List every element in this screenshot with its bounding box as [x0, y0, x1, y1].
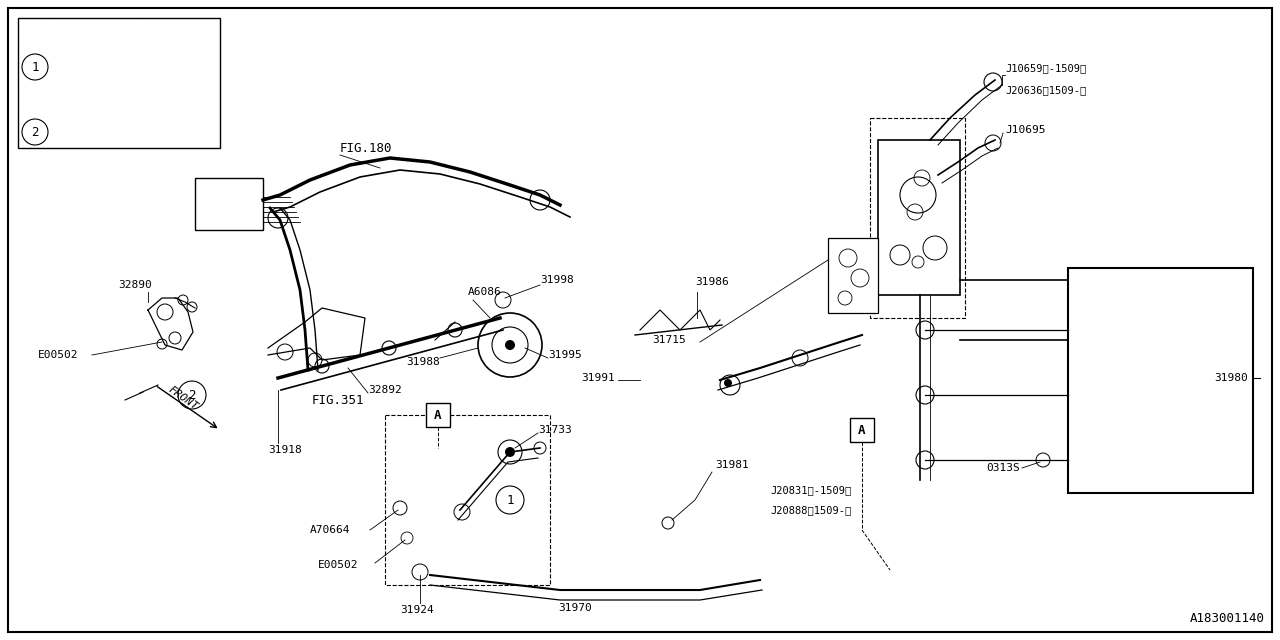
- Text: A6086: A6086: [468, 287, 502, 297]
- Text: 32892: 32892: [369, 385, 402, 395]
- Text: A: A: [434, 408, 442, 422]
- Text: 31986: 31986: [695, 277, 728, 287]
- Text: J20831〈-1509〉: J20831〈-1509〉: [771, 485, 851, 495]
- Text: 31918: 31918: [268, 445, 302, 455]
- Bar: [18, 18, 220, 148]
- Bar: [426, 403, 451, 427]
- Text: 31924: 31924: [401, 605, 434, 615]
- Text: 1: 1: [31, 61, 38, 74]
- Bar: [385, 415, 550, 585]
- Text: J20888〈1509-〉: J20888〈1509-〉: [771, 505, 851, 515]
- Circle shape: [724, 379, 732, 387]
- Text: 31715: 31715: [652, 335, 686, 345]
- Text: 31998: 31998: [540, 275, 573, 285]
- Text: (1509-): (1509-): [155, 62, 202, 72]
- Text: A183001140: A183001140: [1190, 612, 1265, 625]
- Text: 2: 2: [188, 388, 196, 401]
- Text: 0313S: 0313S: [987, 463, 1020, 473]
- Text: 1: 1: [507, 493, 513, 506]
- Text: (-1509): (-1509): [155, 94, 202, 104]
- Text: 31980: 31980: [1215, 373, 1248, 383]
- Text: J20601: J20601: [74, 62, 114, 72]
- Text: E00502: E00502: [38, 350, 78, 360]
- Text: FIG.351: FIG.351: [312, 394, 365, 406]
- Text: 0104S*A: 0104S*A: [70, 27, 118, 37]
- Text: 32890: 32890: [118, 280, 152, 290]
- Text: FIG.180: FIG.180: [340, 141, 393, 154]
- Text: 31733: 31733: [538, 425, 572, 435]
- Text: J10695: J10695: [1005, 125, 1046, 135]
- Text: (1509-): (1509-): [155, 127, 202, 137]
- Text: (-1509): (-1509): [155, 27, 202, 37]
- Bar: [850, 418, 874, 442]
- Text: 31970: 31970: [558, 603, 591, 613]
- Text: A: A: [859, 424, 865, 436]
- Circle shape: [506, 340, 515, 350]
- Text: 31988: 31988: [406, 357, 440, 367]
- Bar: [195, 178, 262, 230]
- Text: FRONT: FRONT: [166, 384, 200, 412]
- Circle shape: [506, 447, 515, 457]
- Bar: [878, 140, 960, 295]
- Text: 31981: 31981: [716, 460, 749, 470]
- Text: 31991: 31991: [581, 373, 614, 383]
- Text: 31995: 31995: [548, 350, 581, 360]
- Text: J20636〈1509-〉: J20636〈1509-〉: [1005, 85, 1087, 95]
- Text: A70664: A70664: [310, 525, 351, 535]
- Bar: [1068, 268, 1253, 493]
- Text: J10659〈-1509〉: J10659〈-1509〉: [1005, 63, 1087, 73]
- Bar: [870, 118, 965, 318]
- Text: 0104S*B: 0104S*B: [70, 94, 118, 104]
- Bar: [828, 238, 878, 313]
- Text: 2: 2: [31, 125, 38, 138]
- Text: J20603: J20603: [74, 127, 114, 137]
- Text: E00502: E00502: [317, 560, 358, 570]
